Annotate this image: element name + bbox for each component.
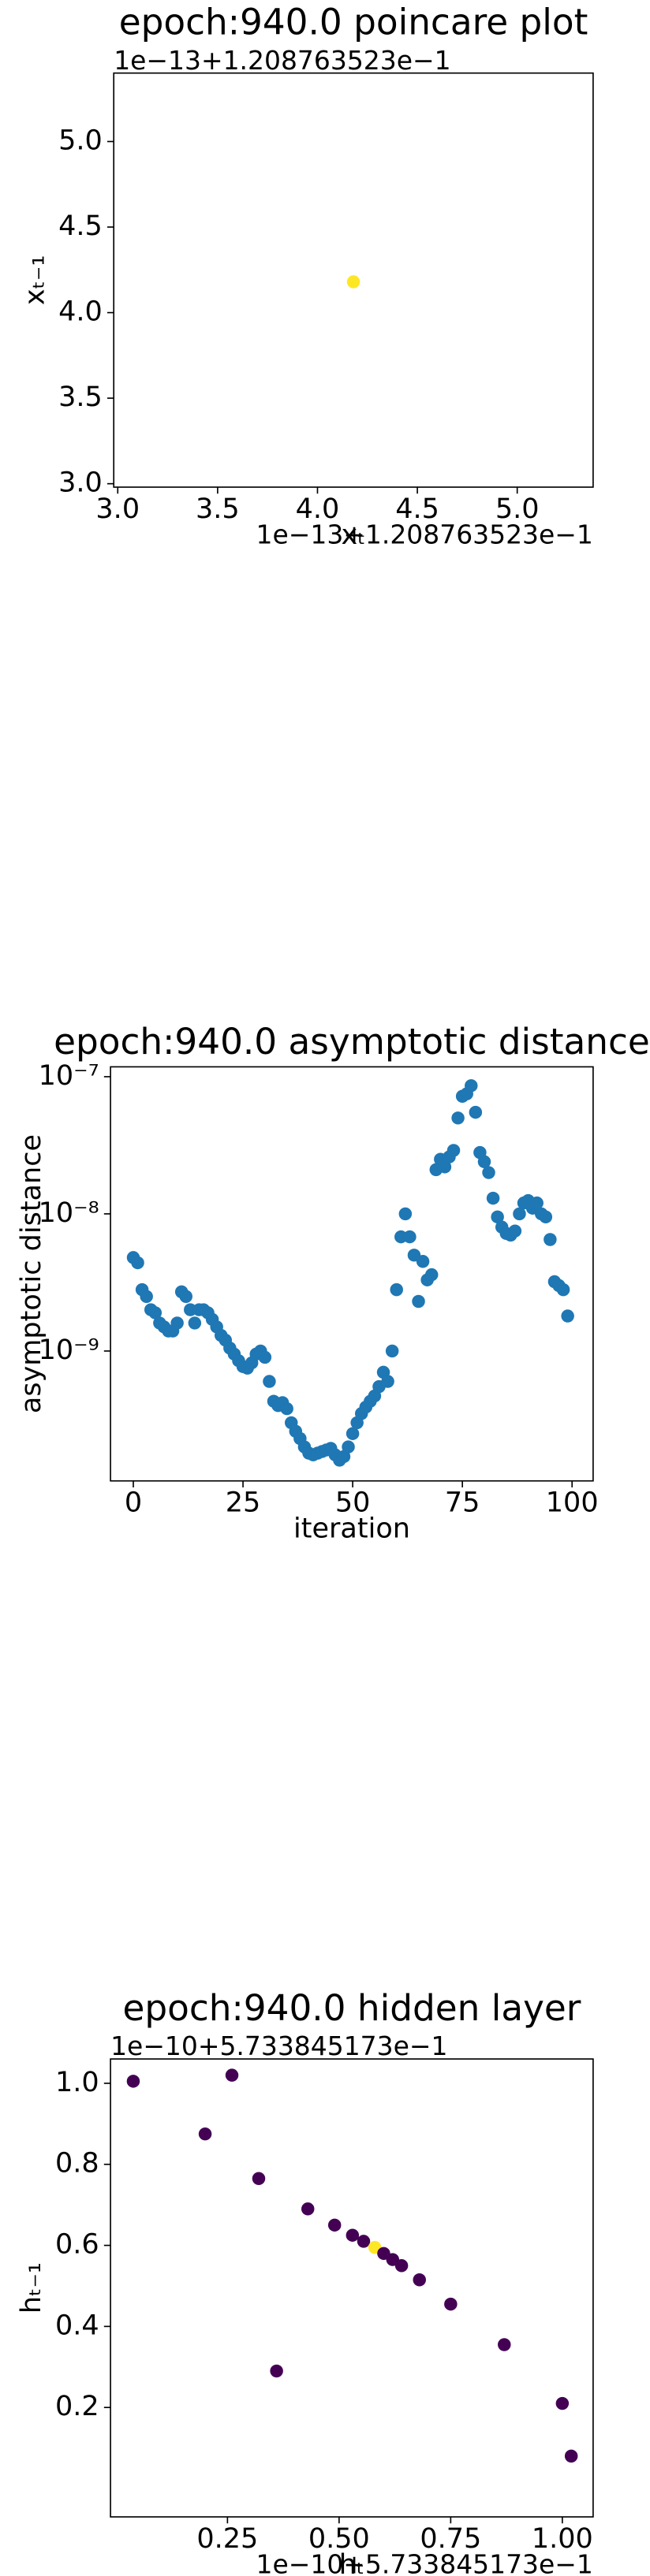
point [486, 1191, 500, 1205]
point [508, 1224, 522, 1238]
point [301, 2202, 315, 2216]
point [465, 1079, 478, 1093]
y-tick-label: 0.2 [55, 2390, 99, 2422]
chart-title: epoch:940.0 asymptotic distance [54, 1021, 650, 1063]
x-axis-label: hₜ [339, 2548, 365, 2576]
point [530, 1196, 544, 1210]
point [438, 1160, 452, 1174]
plot-frame [113, 72, 594, 488]
point [148, 1306, 162, 1320]
x-tick-label: 50 [335, 1487, 371, 1519]
point [131, 1256, 144, 1270]
point [385, 1344, 399, 1358]
x-tick-label: 25 [226, 1487, 261, 1519]
y-tick-label: 10⁻⁹ [39, 1334, 99, 1366]
chart-title: epoch:940.0 poincare plot [119, 1, 588, 43]
point [498, 2338, 511, 2351]
point [446, 1144, 461, 1157]
point [357, 2235, 371, 2248]
point [451, 1111, 465, 1125]
point [482, 1166, 495, 1179]
y-tick-label: 0.8 [55, 2147, 99, 2180]
y-tick-label: 10⁻⁷ [39, 1059, 99, 1092]
point [198, 2127, 212, 2141]
x-tick-label: 3.0 [95, 493, 140, 525]
y-tick-label: 1.0 [55, 2066, 99, 2098]
y-tick-label: 10⁻⁸ [39, 1197, 99, 1229]
point [346, 2228, 360, 2242]
y-tick-label: 3.0 [58, 467, 103, 499]
point [561, 1309, 574, 1323]
y-tick-label: 5.0 [58, 125, 103, 157]
y-offset: 1e−13+1.208763523e−1 [114, 45, 450, 76]
point [263, 1375, 276, 1388]
point [280, 1402, 293, 1416]
point [413, 2273, 426, 2287]
plot-frame [110, 2058, 594, 2518]
point [444, 2297, 458, 2311]
point [270, 2364, 283, 2378]
y-offset: 1e−10+5.733845173e−1 [110, 2031, 447, 2061]
x-tick-label: 5.0 [495, 493, 540, 525]
x-tick-label: 4.5 [395, 493, 439, 525]
point [424, 1268, 439, 1282]
point [252, 2172, 266, 2185]
x-tick-label: 3.5 [196, 493, 240, 525]
point [327, 2218, 342, 2232]
point [555, 2396, 570, 2410]
point [416, 1255, 430, 1268]
point [346, 1427, 360, 1440]
x-tick-label: 100 [546, 1487, 599, 1519]
y-tick-label: 0.6 [55, 2228, 99, 2261]
point [556, 1282, 570, 1297]
point [381, 1375, 394, 1388]
point [403, 1230, 417, 1244]
point [477, 1155, 491, 1169]
point [544, 1233, 557, 1246]
x-tick-label: 0.25 [196, 2522, 258, 2555]
point [258, 1350, 272, 1364]
x-axis-label: xₜ [342, 519, 366, 551]
point [140, 1290, 153, 1303]
point [188, 1316, 202, 1330]
point [126, 2075, 140, 2088]
y-tick-label: 3.5 [58, 381, 103, 413]
point [179, 1290, 192, 1303]
x-tick-label: 75 [445, 1487, 480, 1519]
y-axis-label: xₜ₋₁ [18, 255, 50, 306]
point [539, 1210, 553, 1224]
plot-frame [110, 1066, 594, 1482]
point [398, 1207, 413, 1221]
point [346, 275, 360, 288]
point [491, 1210, 504, 1224]
y-tick-label: 4.0 [58, 296, 103, 328]
y-tick-label: 4.5 [58, 210, 103, 242]
x-tick-label: 0.50 [308, 2522, 370, 2555]
point [342, 1440, 355, 1454]
y-axis-label: hₜ₋₁ [15, 2262, 47, 2314]
x-tick-label: 0 [125, 1487, 142, 1519]
x-tick-label: 0.75 [420, 2522, 481, 2555]
point [390, 1282, 403, 1297]
x-offset: 1e−13+1.208763523e−1 [256, 519, 593, 549]
y-axis-label: asymptotic distance [15, 1134, 47, 1413]
x-tick-label: 1.00 [532, 2522, 593, 2555]
point [564, 2449, 578, 2463]
point [469, 1105, 483, 1119]
y-tick-label: 0.4 [55, 2309, 99, 2341]
point [513, 1207, 526, 1221]
point [412, 1294, 425, 1308]
point [394, 2259, 409, 2273]
x-offset: 1e−10+5.733845173e−1 [256, 2548, 593, 2576]
point [170, 1316, 184, 1330]
x-axis-label: iteration [293, 1513, 410, 1545]
point [225, 2068, 239, 2082]
x-tick-label: 4.0 [296, 493, 340, 525]
point [337, 1450, 351, 1464]
chart-title: epoch:940.0 hidden layer [123, 1987, 581, 2029]
